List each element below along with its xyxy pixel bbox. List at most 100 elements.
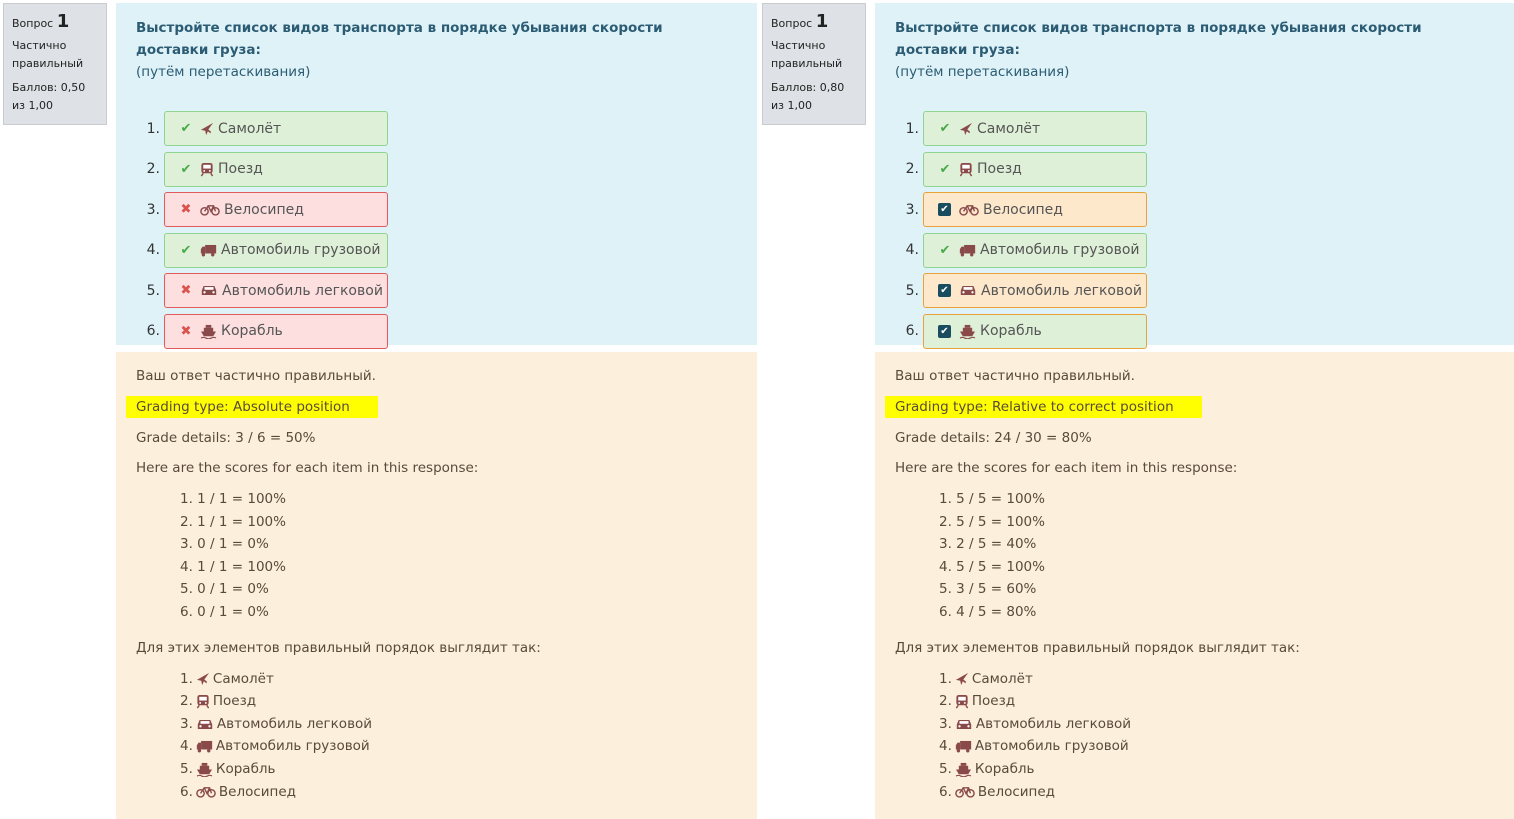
correct-order-item: 6. Велосипед: [939, 781, 1496, 804]
sortable-item[interactable]: 2. ✔ Поезд: [895, 151, 1496, 188]
item-label: Автомобиль легковой: [222, 282, 383, 299]
feedback-summary: Ваш ответ частично правильный.: [136, 368, 376, 384]
item-number: 6.: [146, 323, 160, 339]
score-item: 2. 5 / 5 = 100%: [939, 513, 1045, 530]
correct-order-item: 1. Самолёт: [180, 668, 737, 691]
check-icon: ✔: [180, 161, 192, 177]
order-number: 5.: [180, 760, 193, 777]
item-number: 3.: [905, 201, 919, 218]
plane-icon: [959, 122, 973, 136]
draggable-item-box[interactable]: ✔ Автомобиль легковой: [923, 273, 1147, 308]
score-item: 3. 0 / 1 = 0%: [180, 536, 269, 553]
item-number: 4.: [905, 242, 919, 258]
question-label: Вопрос: [771, 17, 813, 30]
score-item: 6. 4 / 5 = 80%: [939, 603, 1037, 620]
order-number: 3.: [939, 715, 952, 732]
item-number: 3.: [146, 201, 160, 218]
draggable-item-box[interactable]: ✔ Поезд: [164, 151, 388, 187]
item-label: Поезд: [218, 161, 263, 177]
cross-icon: ✖: [180, 323, 192, 339]
car-icon: [196, 718, 214, 731]
sortable-item[interactable]: 1. ✔ Самолёт: [136, 110, 737, 147]
draggable-item-box[interactable]: ✔ Автомобиль грузовой: [923, 232, 1147, 268]
correct-order-item: 2. Поезд: [180, 690, 737, 713]
draggable-item-box[interactable]: ✔ Самолёт: [164, 111, 388, 146]
ship-icon: [959, 324, 976, 339]
car-icon: [955, 718, 973, 731]
check-icon: ✔: [180, 242, 192, 258]
sortable-item[interactable]: 2. ✔ Поезд: [136, 151, 737, 188]
check-icon: ✔: [939, 121, 951, 136]
draggable-item-box[interactable]: ✔ Велосипед: [923, 192, 1147, 227]
item-label: Автомобиль грузовой: [221, 242, 381, 258]
item-number: 6.: [905, 323, 919, 339]
plane-icon: [196, 672, 210, 686]
plane-icon: [200, 122, 214, 136]
sortable-item[interactable]: 3. ✔ Велосипед: [895, 191, 1496, 228]
draggable-item-box[interactable]: ✔ Поезд: [923, 151, 1147, 187]
draggable-item-box[interactable]: ✖ Велосипед: [164, 192, 388, 227]
item-label: Велосипед: [983, 201, 1063, 218]
correct-order-intro: Для этих элементов правильный порядок вы…: [895, 639, 1300, 656]
question-state: Частично правильный: [12, 39, 84, 70]
scores-intro: Here are the scores for each item in thi…: [136, 460, 479, 476]
question-hint: (путём перетаскивания): [895, 64, 1070, 80]
correct-order-item: 4. Автомобиль грузовой: [939, 735, 1496, 758]
checkbox-icon: ✔: [938, 324, 951, 338]
question-number: 1: [815, 11, 829, 32]
cross-icon: ✖: [180, 202, 192, 217]
score-item: 4. 1 / 1 = 100%: [180, 558, 286, 575]
truck-icon: [200, 244, 217, 257]
order-label: Самолёт: [971, 670, 1033, 687]
sortable-item[interactable]: 4. ✔ Автомобиль грузовой: [136, 232, 737, 269]
sortable-list: 1. ✔ Самолёт 2. ✔ Поезд 3. ✔ Велосипед 4. ✔ Автомоб…: [895, 110, 1496, 350]
order-label: Самолёт: [212, 670, 274, 687]
order-label: Велосипед: [977, 783, 1056, 800]
correct-order-list: 1. Самолёт 2. Поезд 3. Автомобиль легковой 4. А…: [895, 668, 1496, 804]
check-icon: ✔: [939, 242, 951, 258]
draggable-item-box[interactable]: ✔ Самолёт: [923, 111, 1147, 146]
order-label: Автомобиль легковой: [975, 715, 1132, 732]
correct-order-item: 5. Корабль: [939, 758, 1496, 781]
question-info: Вопрос 1 Частично правильный Баллов: 0,5…: [3, 3, 107, 125]
question-formulation: Выстройте список видов транспорта в поря…: [116, 3, 757, 349]
question-score: Баллов: 0,80 из 1,00: [771, 81, 845, 112]
order-label: Автомобиль легковой: [216, 715, 373, 732]
score-item: 1. 5 / 5 = 100%: [939, 491, 1045, 507]
item-label: Автомобиль грузовой: [980, 242, 1140, 258]
draggable-item-box[interactable]: ✔ Автомобиль грузовой: [164, 232, 388, 268]
sortable-item[interactable]: 4. ✔ Автомобиль грузовой: [895, 232, 1496, 269]
question-number: 1: [56, 11, 70, 32]
draggable-item-box[interactable]: ✖ Корабль: [164, 313, 388, 349]
question-panel-left: Вопрос 1 Частично правильный Баллов: 0,5…: [3, 3, 758, 819]
draggable-item-box[interactable]: ✖ Автомобиль легковой: [164, 273, 388, 308]
order-number: 3.: [180, 715, 193, 732]
item-label: Автомобиль легковой: [981, 282, 1142, 299]
correct-order-item: 2. Поезд: [939, 690, 1496, 713]
item-label: Велосипед: [224, 201, 304, 218]
question-formulation: Выстройте список видов транспорта в поря…: [875, 3, 1514, 349]
feedback-section: Ваш ответ частично правильный. Grading t…: [116, 352, 757, 819]
question-state: Частично правильный: [771, 39, 843, 70]
check-icon: ✔: [939, 161, 951, 177]
sortable-item[interactable]: 1. ✔ Самолёт: [895, 110, 1496, 147]
feedback-summary: Ваш ответ частично правильный.: [895, 368, 1135, 384]
ship-icon: [955, 762, 972, 777]
sortable-item[interactable]: 5. ✔ Автомобиль легковой: [895, 272, 1496, 309]
score-item: 5. 0 / 1 = 0%: [180, 581, 269, 598]
bicycle-icon: [196, 785, 216, 799]
sortable-item[interactable]: 5. ✖ Автомобиль легковой: [136, 272, 737, 309]
ship-icon: [200, 324, 217, 339]
order-number: 4.: [180, 738, 193, 755]
question-text: Выстройте список видов транспорта в поря…: [136, 20, 663, 58]
sortable-item[interactable]: 6. ✖ Корабль: [136, 313, 737, 350]
train-icon: [196, 694, 210, 709]
order-number: 6.: [939, 783, 952, 800]
order-number: 2.: [939, 693, 952, 710]
check-icon: ✔: [180, 121, 192, 136]
draggable-item-box[interactable]: ✔ Корабль: [923, 313, 1147, 349]
sortable-item[interactable]: 6. ✔ Корабль: [895, 313, 1496, 350]
sortable-item[interactable]: 3. ✖ Велосипед: [136, 191, 737, 228]
train-icon: [200, 162, 214, 177]
item-label: Поезд: [977, 161, 1022, 177]
